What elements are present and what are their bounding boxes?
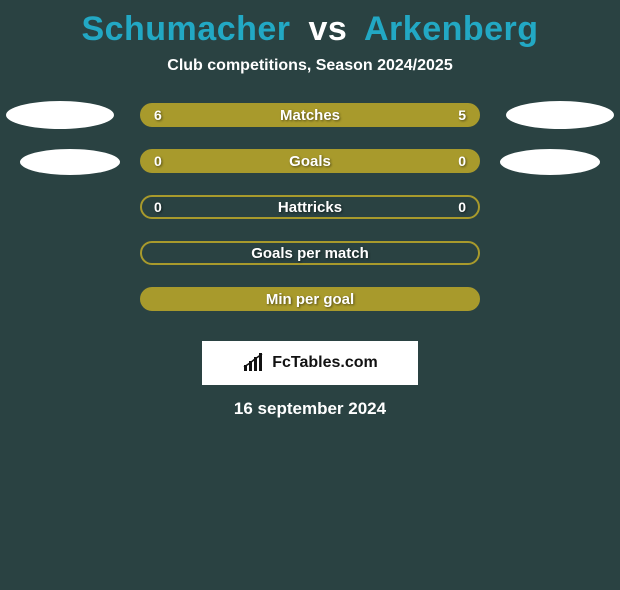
- blob-right: [500, 149, 600, 175]
- stat-value-left: 0: [154, 153, 162, 169]
- stat-value-left: 6: [154, 107, 162, 123]
- stat-row: 0 Hattricks 0: [0, 195, 620, 241]
- stat-bar-min-per-goal: Min per goal: [140, 287, 480, 311]
- stat-row: 6 Matches 5: [0, 103, 620, 149]
- blob-right: [506, 101, 614, 129]
- stat-label: Goals: [289, 153, 331, 170]
- stat-label: Hattricks: [278, 199, 342, 216]
- brand-text: FcTables.com: [272, 354, 378, 372]
- stat-value-right: 0: [458, 199, 466, 215]
- stat-bar-goals: 0 Goals 0: [140, 149, 480, 173]
- stat-value-left: 0: [154, 199, 162, 215]
- stat-row: Min per goal: [0, 287, 620, 333]
- blob-left: [20, 149, 120, 175]
- stat-label: Matches: [280, 107, 340, 124]
- stat-row: Goals per match: [0, 241, 620, 287]
- chart-icon: [242, 353, 266, 373]
- player1-name: Schumacher: [81, 10, 290, 48]
- blob-left: [6, 101, 114, 129]
- date-text: 16 september 2024: [0, 399, 620, 419]
- stat-row: 0 Goals 0: [0, 149, 620, 195]
- stat-label: Min per goal: [266, 291, 354, 308]
- stats-container: 6 Matches 5 0 Goals 0 0 Hattricks 0 Goal…: [0, 103, 620, 333]
- stat-label: Goals per match: [251, 245, 369, 262]
- stat-bar-hattricks: 0 Hattricks 0: [140, 195, 480, 219]
- player2-name: Arkenberg: [364, 10, 539, 48]
- stat-bar-goals-per-match: Goals per match: [140, 241, 480, 265]
- stat-bar-matches: 6 Matches 5: [140, 103, 480, 127]
- stat-value-right: 5: [458, 107, 466, 123]
- subtitle: Club competitions, Season 2024/2025: [0, 57, 620, 75]
- stat-value-right: 0: [458, 153, 466, 169]
- brand-box: FcTables.com: [202, 341, 418, 385]
- page-title: Schumacher vs Arkenberg: [0, 10, 620, 49]
- vs-text: vs: [308, 10, 347, 48]
